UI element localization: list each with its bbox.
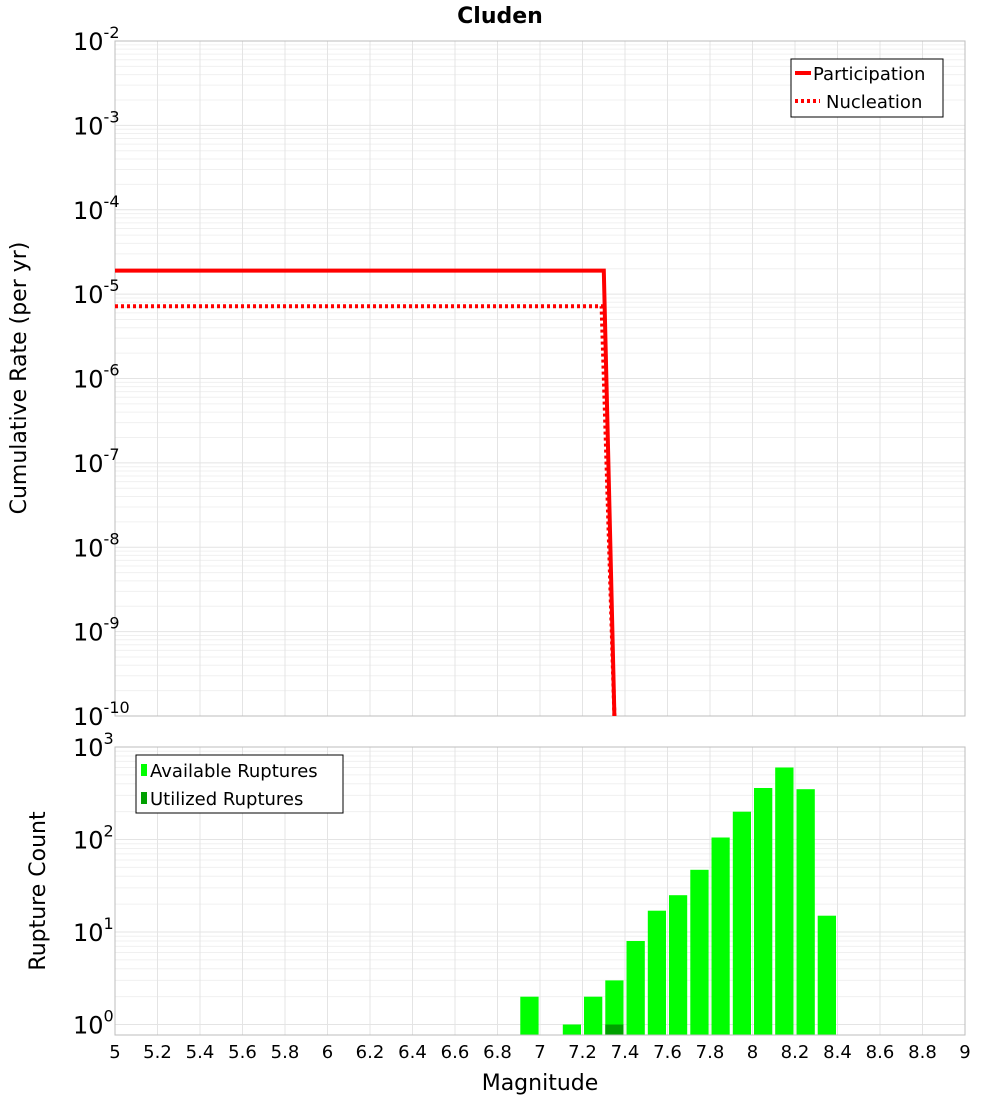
x-tick-label: 8.8 [908, 1042, 937, 1063]
available-rupture-bar [562, 1024, 581, 1035]
x-tick-label: 8.6 [866, 1042, 895, 1063]
legend-nucleation-label: Nucleation [826, 92, 922, 113]
x-tick-label: 6.2 [356, 1042, 385, 1063]
top-y-tick-label: 10-3 [73, 107, 120, 140]
series-nucleation-line [115, 304, 617, 717]
legend-participation-label: Participation [813, 64, 925, 85]
bottom-y-tick-label: 103 [73, 729, 114, 762]
available-rupture-bar [584, 996, 603, 1035]
top-y-tick-label: 10-10 [73, 698, 130, 731]
bottom-plot-frame [114, 746, 966, 1036]
available-rupture-bar [711, 837, 730, 1035]
chart-title: Cluden [457, 4, 543, 29]
available-rupture-bar [626, 941, 645, 1035]
bottom-y-tick-label: 100 [73, 1007, 114, 1040]
x-tick-label: 8 [747, 1042, 758, 1063]
series-participation-line [115, 268, 617, 717]
top-y-ticks: 10-2 10-3 10-4 10-5 10-6 10-7 10-8 10-9 10-10 [73, 23, 130, 731]
x-tick-label: 8.4 [823, 1042, 852, 1063]
available-rupture-bar [796, 789, 815, 1035]
legend-utilized-swatch [141, 792, 147, 804]
x-tick-label: 6.6 [441, 1042, 470, 1063]
x-tick-label: 6.4 [398, 1042, 427, 1063]
x-tick-label: 5.2 [143, 1042, 172, 1063]
available-rupture-bar [775, 767, 794, 1035]
x-tick-label: 7 [534, 1042, 545, 1063]
bottom-plot-bars [520, 767, 836, 1035]
x-tick-label: 5.8 [271, 1042, 300, 1063]
x-tick-label: 5.4 [186, 1042, 215, 1063]
legend-available-label: Available Ruptures [150, 761, 318, 782]
x-tick-label: 5 [109, 1042, 120, 1063]
available-rupture-bar [520, 996, 539, 1035]
bottom-y-tick-label: 101 [73, 914, 114, 947]
available-rupture-bar [732, 811, 751, 1035]
legend-available-swatch [141, 764, 147, 776]
top-legend: Participation Nucleation [790, 58, 944, 118]
x-tick-label: 5.6 [228, 1042, 257, 1063]
x-axis-ticks: 5 5.2 5.4 5.6 5.8 6 6.2 6.4 6.6 6.8 7 7.2 7.4 7.6 7.8 8… [109, 1042, 970, 1063]
x-tick-label: 7.6 [653, 1042, 682, 1063]
x-tick-label: 7.2 [568, 1042, 597, 1063]
x-tick-label: 7.8 [696, 1042, 725, 1063]
x-tick-label: 6.8 [483, 1042, 512, 1063]
available-rupture-bar [817, 915, 836, 1035]
x-axis-label: Magnitude [482, 1071, 599, 1096]
bottom-y-ticks: 103 102 101 100 [73, 729, 114, 1040]
top-y-tick-label: 10-4 [73, 192, 120, 225]
available-rupture-bar [690, 869, 709, 1035]
available-rupture-bar [605, 980, 624, 1035]
bottom-y-tick-label: 102 [73, 822, 114, 855]
top-y-tick-label: 10-6 [73, 361, 120, 394]
available-rupture-bar [647, 910, 666, 1035]
x-tick-label: 8.2 [781, 1042, 810, 1063]
x-tick-label: 9 [959, 1042, 970, 1063]
top-y-tick-label: 10-9 [73, 614, 120, 647]
utilized-rupture-bar [605, 1024, 624, 1035]
x-tick-label: 6 [322, 1042, 333, 1063]
top-plot-series [115, 268, 617, 717]
bottom-legend: Available Ruptures Utilized Ruptures [135, 754, 344, 814]
available-rupture-bar [754, 788, 773, 1035]
top-y-tick-label: 10-7 [73, 445, 120, 478]
top-y-tick-label: 10-5 [73, 276, 120, 309]
legend-utilized-label: Utilized Ruptures [150, 789, 303, 810]
top-y-axis-label: Cumulative Rate (per yr) [7, 242, 32, 515]
available-rupture-bar [669, 895, 688, 1035]
top-plot-grid [114, 40, 966, 717]
top-legend-box [790, 58, 944, 118]
x-tick-label: 7.4 [611, 1042, 640, 1063]
top-y-tick-label: 10-8 [73, 529, 120, 562]
top-plot-frame [114, 40, 966, 717]
bottom-y-axis-label: Rupture Count [26, 811, 51, 971]
top-y-tick-label: 10-2 [73, 23, 120, 56]
bottom-legend-box [135, 754, 344, 814]
